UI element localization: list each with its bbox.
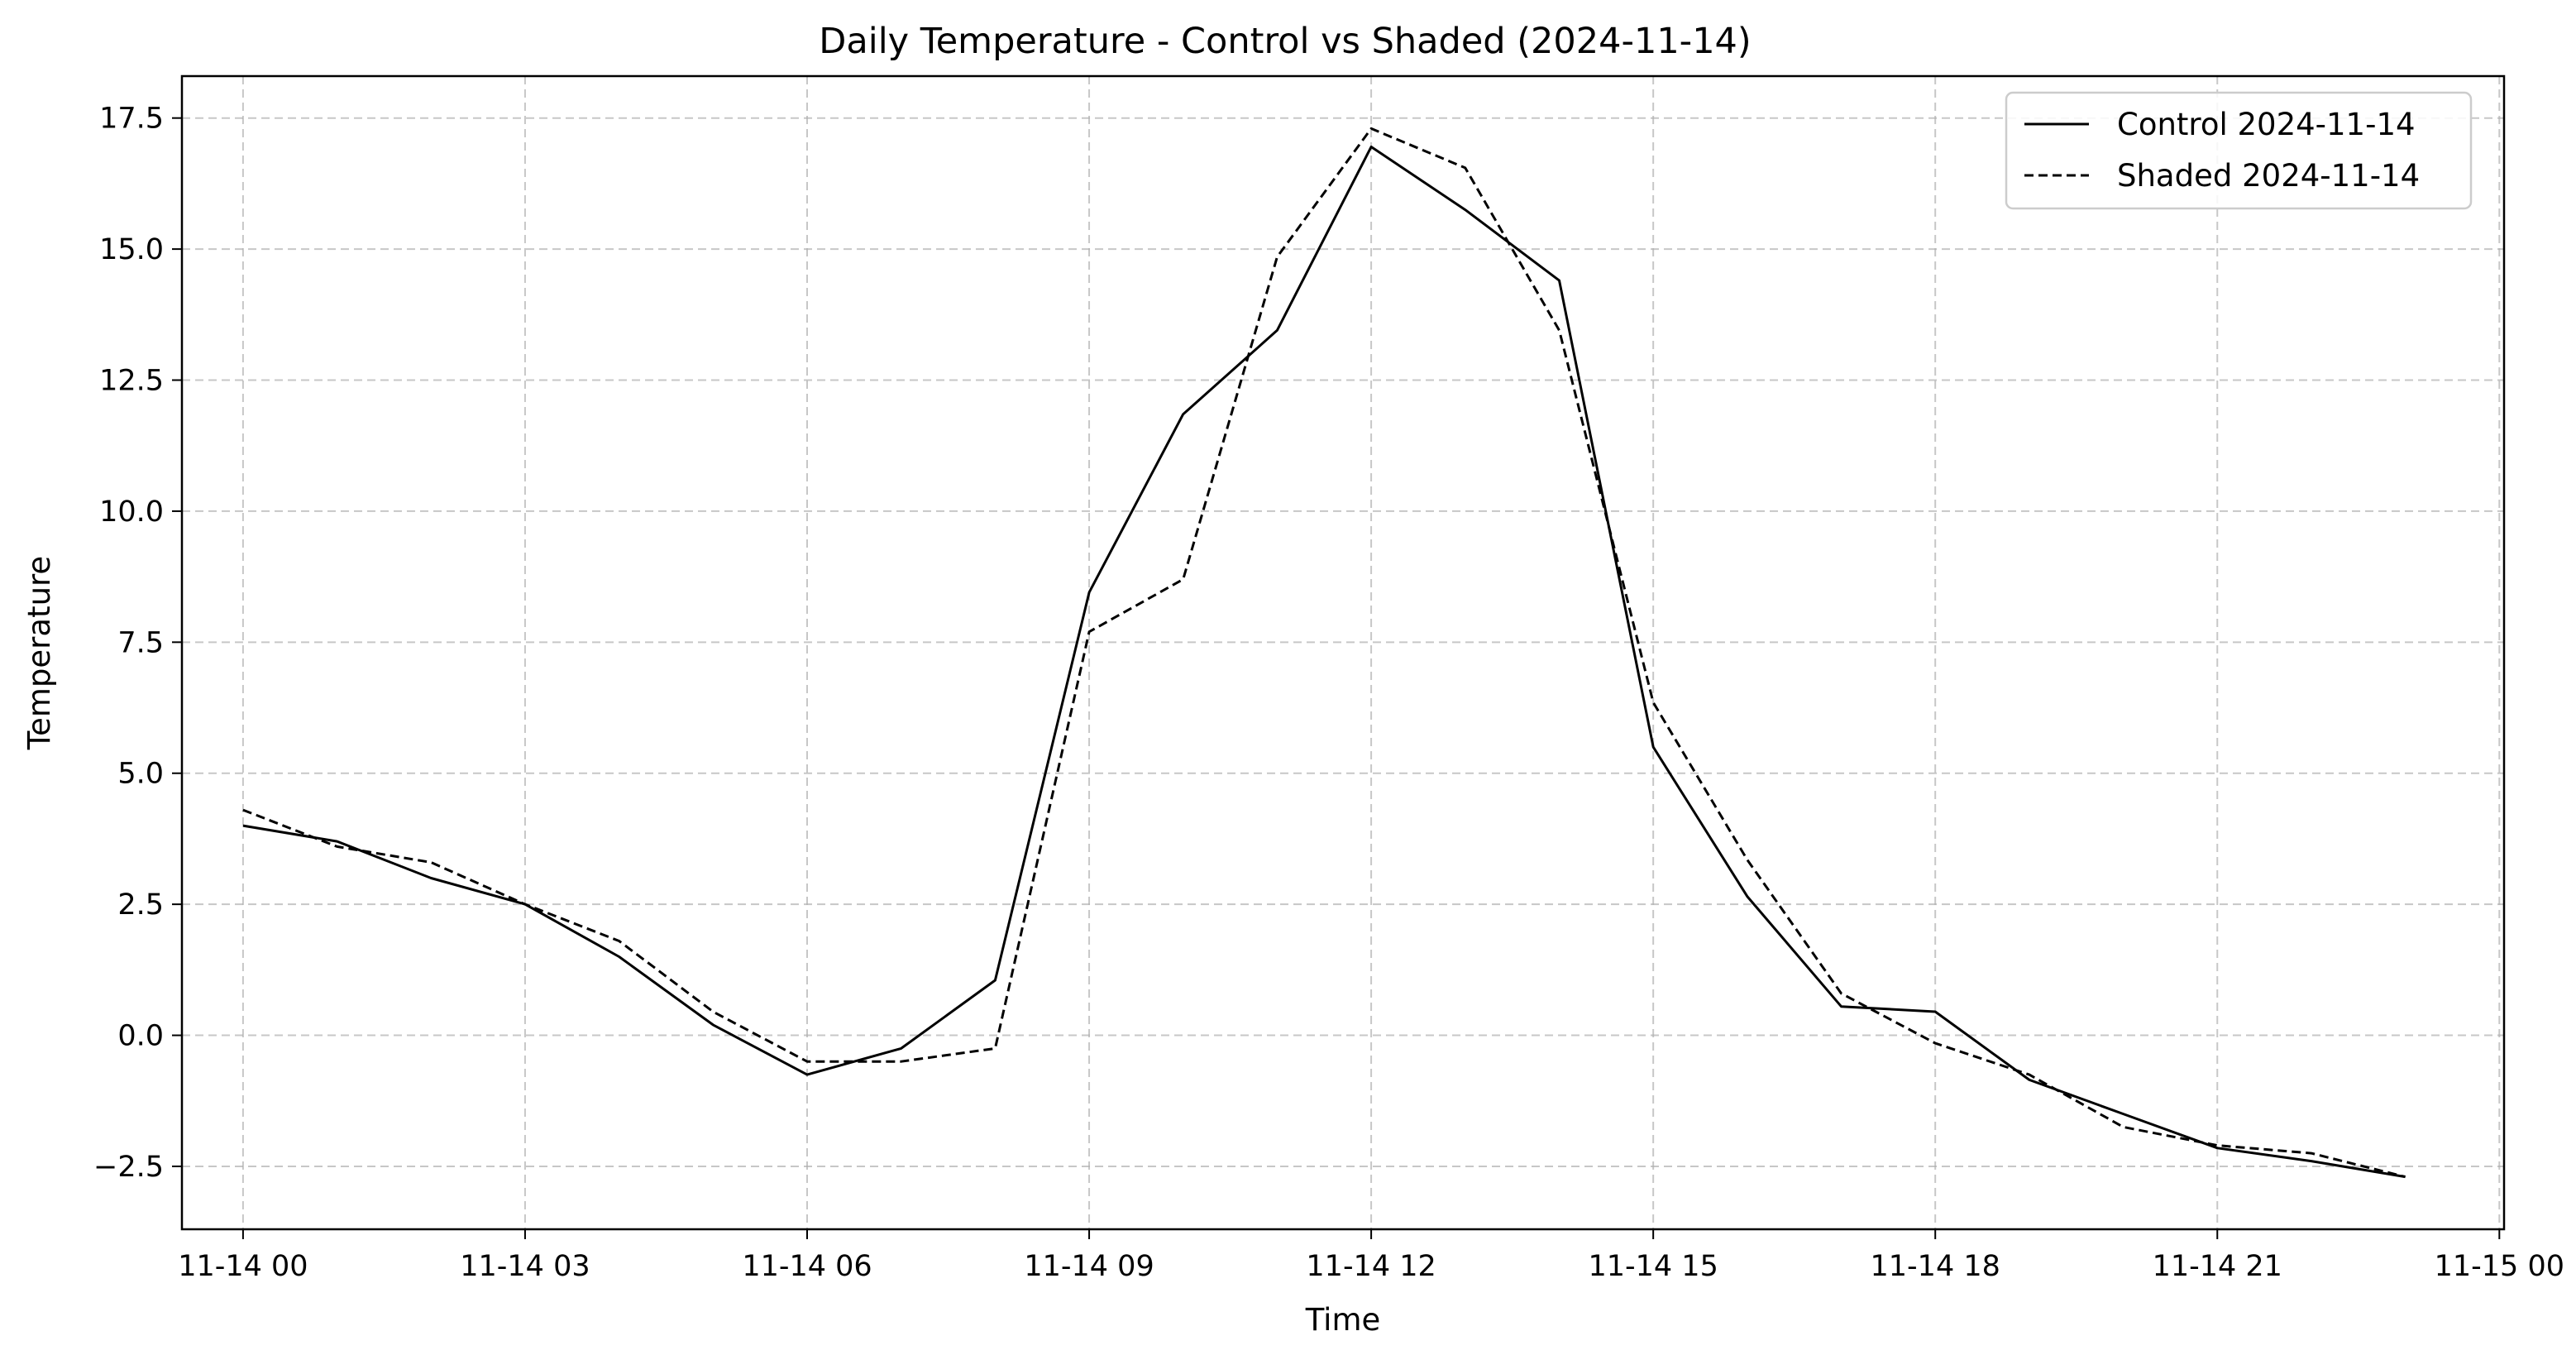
x-tick-label: 11-14 21 [2153,1250,2282,1283]
x-tick-label: 11-15 00 [2435,1250,2564,1283]
x-tick-label: 11-14 15 [1588,1250,1718,1283]
legend: Control 2024-11-14 Shaded 2024-11-14 [2005,91,2473,210]
y-axis-label: Temperature [22,556,57,750]
chart-title: Daily Temperature - Control vs Shaded (2… [819,21,1751,62]
y-tick-label: 15.0 [99,233,164,266]
y-tick-label: 10.0 [99,496,164,529]
grid-lines [182,76,2504,1229]
axis-ticks: 11-14 00 11-14 03 11-14 06 11-14 09 11-14 12… [93,103,2564,1283]
legend-label-control: Control 2024-11-14 [2117,107,2416,142]
x-tick-label: 11-14 03 [460,1250,590,1283]
x-tick-label: 11-14 00 [178,1250,308,1283]
legend-box [2005,91,2473,210]
x-tick-label: 11-14 18 [1871,1250,2000,1283]
legend-label-shaded: Shaded 2024-11-14 [2117,158,2420,194]
y-tick-label: −2.5 [93,1151,164,1184]
y-tick-label: 17.5 [99,103,164,136]
x-tick-label: 11-14 12 [1306,1250,1436,1283]
y-tick-label: 0.0 [117,1020,164,1053]
y-tick-label: 12.5 [99,365,164,398]
x-axis-label: Time [1305,1302,1381,1338]
y-tick-label: 2.5 [117,888,164,922]
y-tick-label: 5.0 [117,758,164,791]
x-tick-label: 11-14 06 [742,1250,872,1283]
x-tick-label: 11-14 09 [1024,1250,1154,1283]
series-line-shaded [242,127,2406,1179]
series-lines [242,127,2406,1179]
series-line-control [242,146,2406,1179]
plot-frame [180,74,2506,1231]
y-tick-label: 7.5 [117,626,164,659]
